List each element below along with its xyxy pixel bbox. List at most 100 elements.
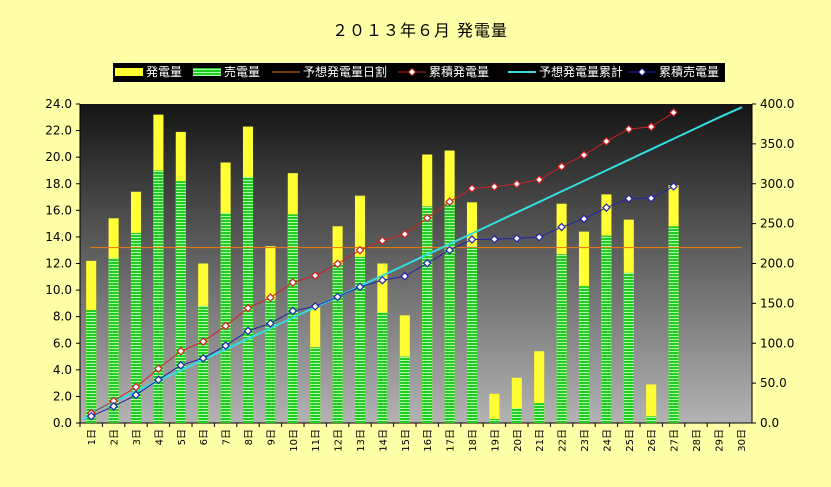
line-cumulative-sold-marker	[579, 214, 589, 224]
legend-label: 予想発電量日割	[303, 64, 387, 79]
line-cumulative-sold-marker	[198, 353, 208, 363]
line-cumulative-sold-marker	[512, 233, 522, 243]
plot-area	[80, 104, 752, 423]
y-right-tick-label: 300.0	[760, 177, 794, 191]
x-tick-label: 16日	[423, 429, 434, 452]
line-cumulative-sold-marker	[355, 282, 365, 292]
line-cumulative-generation-marker	[154, 364, 163, 373]
bar-sold	[399, 356, 410, 423]
line-cumulative-sold-marker	[646, 193, 656, 203]
x-tick-label: 23日	[580, 429, 591, 452]
line-cumulative-sold-marker	[467, 235, 477, 244]
bar-sold	[623, 272, 634, 423]
line-cumulative-sold-marker	[243, 326, 253, 336]
line-cumulative-sold-marker	[557, 222, 566, 232]
line-cumulative-generation-marker	[512, 179, 522, 189]
x-tick-label: 6日	[199, 429, 210, 445]
x-tick-label: 8日	[244, 429, 255, 445]
legend: 発電量 売電量 予想発電量日割 累積発電量 予想発電量累計 累積売電量	[113, 63, 725, 82]
bars	[86, 114, 679, 424]
line-cumulative-sold-marker	[445, 245, 454, 255]
x-tick-label: 2日	[110, 429, 121, 445]
line-cumulative-sold-marker	[602, 203, 611, 212]
line-cumulative-generation-marker	[669, 108, 678, 117]
bar-sold	[220, 212, 231, 423]
line-cumulative-sold-marker	[534, 232, 544, 242]
y-left-tick-label: 12.0	[45, 257, 72, 271]
line-cumulative-generation-marker	[109, 396, 118, 406]
y-right-tick-label: 150.0	[760, 296, 794, 310]
bar-sold	[108, 258, 119, 423]
y-left-tick-label: 4.0	[53, 363, 72, 377]
bar-sold	[422, 206, 433, 423]
bar-sold	[153, 170, 164, 423]
bar-sold	[332, 263, 343, 423]
y-left-tick-label: 8.0	[53, 310, 72, 324]
x-tick-label: 5日	[177, 429, 188, 445]
line-cumulative-generation-marker	[624, 124, 634, 134]
bar-sold	[310, 347, 321, 423]
line-cumulative-sold-marker	[176, 360, 186, 370]
bar-sold	[646, 416, 657, 423]
y-left-tick-label: 6.0	[53, 336, 72, 350]
line-cumulative-generation-marker	[400, 229, 410, 239]
line-cumulative-sold-marker	[400, 271, 410, 281]
y-right-tick-label: 100.0	[760, 336, 794, 350]
x-tick-label: 9日	[266, 429, 277, 445]
line-cumulative-sold-marker	[310, 302, 320, 311]
x-tick-label: 26日	[647, 429, 658, 452]
y-right-tick-label: 0.0	[760, 416, 779, 430]
y-right-tick-label: 350.0	[760, 137, 794, 151]
bar-generation	[511, 377, 522, 423]
x-tick-label: 30日	[737, 429, 748, 452]
legend-marker	[637, 67, 647, 77]
line-cumulative-sold-marker	[490, 234, 499, 244]
line-cumulative-sold-marker	[624, 194, 634, 203]
line-cumulative-generation-marker	[310, 271, 320, 281]
x-tick-label: 29日	[714, 429, 725, 452]
line-cumulative-generation-marker	[355, 245, 365, 255]
line-cumulative-generation-marker	[467, 184, 477, 193]
line-cumulative-generation-marker	[221, 321, 230, 331]
lines	[83, 106, 743, 421]
y-right-tick-label: 250.0	[760, 217, 794, 231]
x-tick-label: 4日	[154, 429, 165, 445]
y-left-tick-label: 0.0	[53, 416, 72, 430]
y-left-tick-label: 22.0	[45, 124, 72, 138]
bar-sold	[377, 312, 388, 423]
line-cumulative-generation-marker	[378, 236, 387, 245]
x-tick-label: 7日	[222, 429, 233, 445]
bar-sold	[601, 235, 612, 423]
line-cumulative-sold-marker	[378, 275, 387, 285]
legend-label: 予想発電量累計	[539, 64, 623, 79]
bar-sold	[175, 181, 186, 423]
line-cumulative-sold-marker	[221, 341, 230, 351]
line-forecast-cumulative	[83, 106, 743, 421]
bar-sold	[511, 408, 522, 423]
line-cumulative-sold-marker	[288, 306, 298, 316]
bar-sold	[130, 232, 142, 423]
line-cumulative-generation-marker	[490, 182, 499, 192]
bar-sold	[265, 299, 276, 423]
x-tick-label: 13日	[356, 429, 367, 452]
line-cumulative-generation-marker	[422, 213, 432, 223]
x-tick-label: 17日	[446, 429, 457, 452]
line-cumulative-generation-marker	[646, 122, 656, 132]
bar-generation	[489, 393, 500, 423]
bar-sold	[466, 246, 478, 423]
x-tick-label: 1日	[87, 429, 98, 445]
bar-sold	[444, 203, 455, 423]
y-left-tick-label: 14.0	[45, 230, 72, 244]
bar-generation	[646, 384, 657, 423]
line-cumulative-generation-marker	[602, 136, 611, 146]
x-tick-label: 3日	[132, 429, 143, 445]
y-left-tick-label: 16.0	[45, 203, 72, 217]
x-tick-label: 11日	[311, 429, 322, 452]
line-cumulative-sold-marker	[154, 375, 163, 385]
line-cumulative-generation-marker	[243, 303, 253, 313]
line-cumulative-generation-marker	[557, 162, 566, 171]
x-tick-label: 14日	[378, 429, 389, 452]
line-cumulative-sold-marker	[669, 181, 678, 191]
legend-label: 売電量	[224, 64, 260, 79]
